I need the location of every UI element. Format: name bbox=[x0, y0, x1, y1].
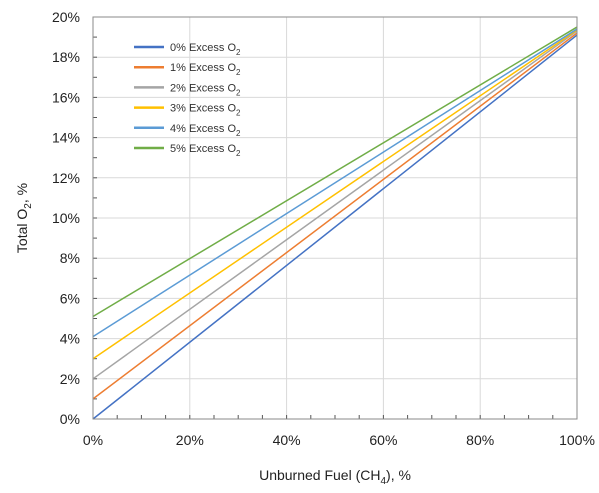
y-tick-label: 10% bbox=[52, 210, 80, 226]
legend-label-0: 0% Excess O2 bbox=[170, 42, 241, 57]
legend: 0% Excess O2 1% Excess O2 2% Excess O2 3% E… bbox=[134, 42, 241, 158]
series-lines bbox=[92, 26, 578, 420]
x-tick-labels: 0% 20% 40% 60% 80% 100% bbox=[83, 432, 595, 448]
y-tick-labels: 0% 2% 4% 6% 8% 10% 12% 14% 16% 18% 20% bbox=[52, 9, 80, 427]
y-tick-label: 2% bbox=[60, 371, 80, 387]
y-tick-label: 0% bbox=[60, 411, 80, 427]
x-axis-label: Unburned Fuel (CH4), % bbox=[259, 467, 411, 487]
x-tick-label: 80% bbox=[466, 432, 494, 448]
x-tick-label: 20% bbox=[176, 432, 204, 448]
series-line-4 bbox=[92, 28, 578, 338]
x-tick-label: 0% bbox=[83, 432, 103, 448]
legend-label-3: 3% Excess O2 bbox=[170, 103, 241, 118]
y-tick-label: 4% bbox=[60, 331, 80, 347]
x-tick-label: 60% bbox=[369, 432, 397, 448]
legend-label-4: 4% Excess O2 bbox=[170, 123, 241, 138]
y-axis-label: Total O2, % bbox=[14, 183, 34, 253]
series-line-0 bbox=[92, 34, 578, 420]
legend-label-2: 2% Excess O2 bbox=[170, 82, 241, 97]
y-tick-label: 14% bbox=[52, 130, 80, 146]
plot-frame bbox=[92, 16, 578, 420]
y-tick-label: 18% bbox=[52, 49, 80, 65]
series-line-5 bbox=[92, 26, 578, 318]
x-tick-label: 40% bbox=[273, 432, 301, 448]
legend-label-5: 5% Excess O2 bbox=[170, 143, 241, 158]
y-tick-label: 16% bbox=[52, 89, 80, 105]
x-tick-label: 100% bbox=[559, 432, 595, 448]
legend-label-1: 1% Excess O2 bbox=[170, 62, 241, 77]
y-tick-label: 12% bbox=[52, 170, 80, 186]
y-tick-label: 8% bbox=[60, 250, 80, 266]
y-tick-label: 6% bbox=[60, 290, 80, 306]
series-line-2 bbox=[92, 30, 578, 380]
series-line-1 bbox=[92, 32, 578, 400]
minor-ticks bbox=[92, 16, 578, 420]
y-tick-label: 20% bbox=[52, 9, 80, 25]
series-line-3 bbox=[92, 29, 578, 360]
